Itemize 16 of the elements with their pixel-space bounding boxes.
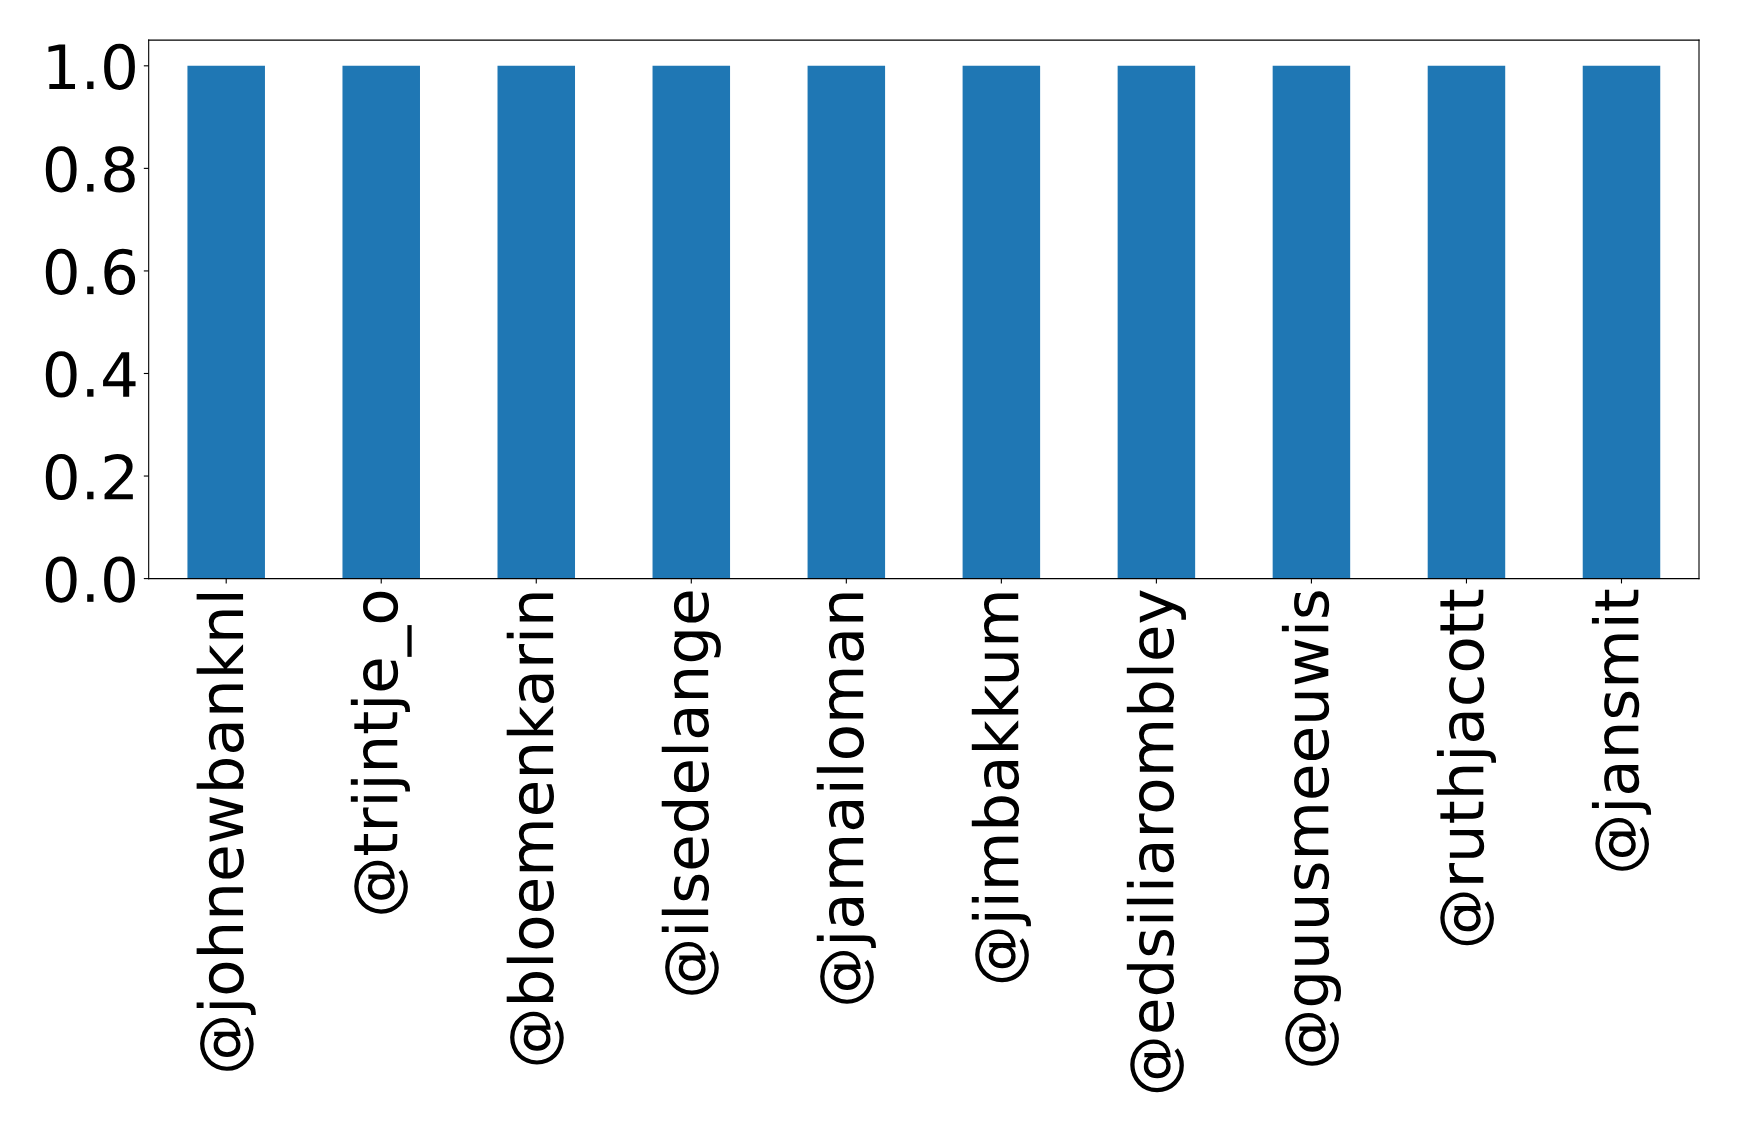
y-tick-label: 0.2 (45, 453, 133, 501)
x-tick-label: @trijntje_o (350, 591, 412, 914)
y-tick-label: 0.6 (45, 248, 136, 296)
x-tick-label: @jamailoman (816, 593, 876, 1004)
x-tick-label: @ruthjacott (1436, 589, 1497, 946)
x-tick-label: @edsiliarombley (1126, 590, 1186, 1093)
y-tick-label: 0.8 (45, 146, 135, 193)
x-tick-label: @johnewbanknl (196, 594, 256, 1071)
y-tick-label: 0.4 (45, 351, 136, 398)
x-tick-label: @bloemenkarin (506, 593, 564, 1065)
x-tick-label: @jimbakkum (971, 593, 1031, 983)
x-tick-label: @ilsedelange (661, 591, 721, 995)
x-tick-label: @guusmeeuwis (1281, 591, 1341, 1066)
x-tick-label: @jansmit (1591, 589, 1652, 871)
y-tick-label: 0.0 (45, 556, 135, 603)
y-tick-label: 1.0 (48, 43, 135, 90)
